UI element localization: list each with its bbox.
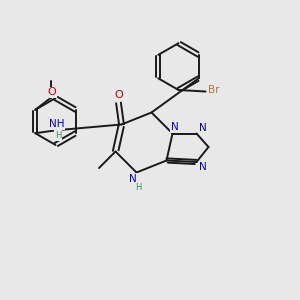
Text: N: N bbox=[199, 123, 207, 133]
Text: H: H bbox=[55, 131, 61, 140]
Text: NH: NH bbox=[49, 119, 64, 129]
Text: H: H bbox=[135, 183, 141, 192]
Text: N: N bbox=[129, 174, 137, 184]
Text: N: N bbox=[171, 122, 179, 132]
Text: N: N bbox=[199, 162, 207, 172]
Text: Br: Br bbox=[208, 85, 220, 95]
Text: O: O bbox=[114, 90, 123, 100]
Text: O: O bbox=[48, 87, 56, 98]
